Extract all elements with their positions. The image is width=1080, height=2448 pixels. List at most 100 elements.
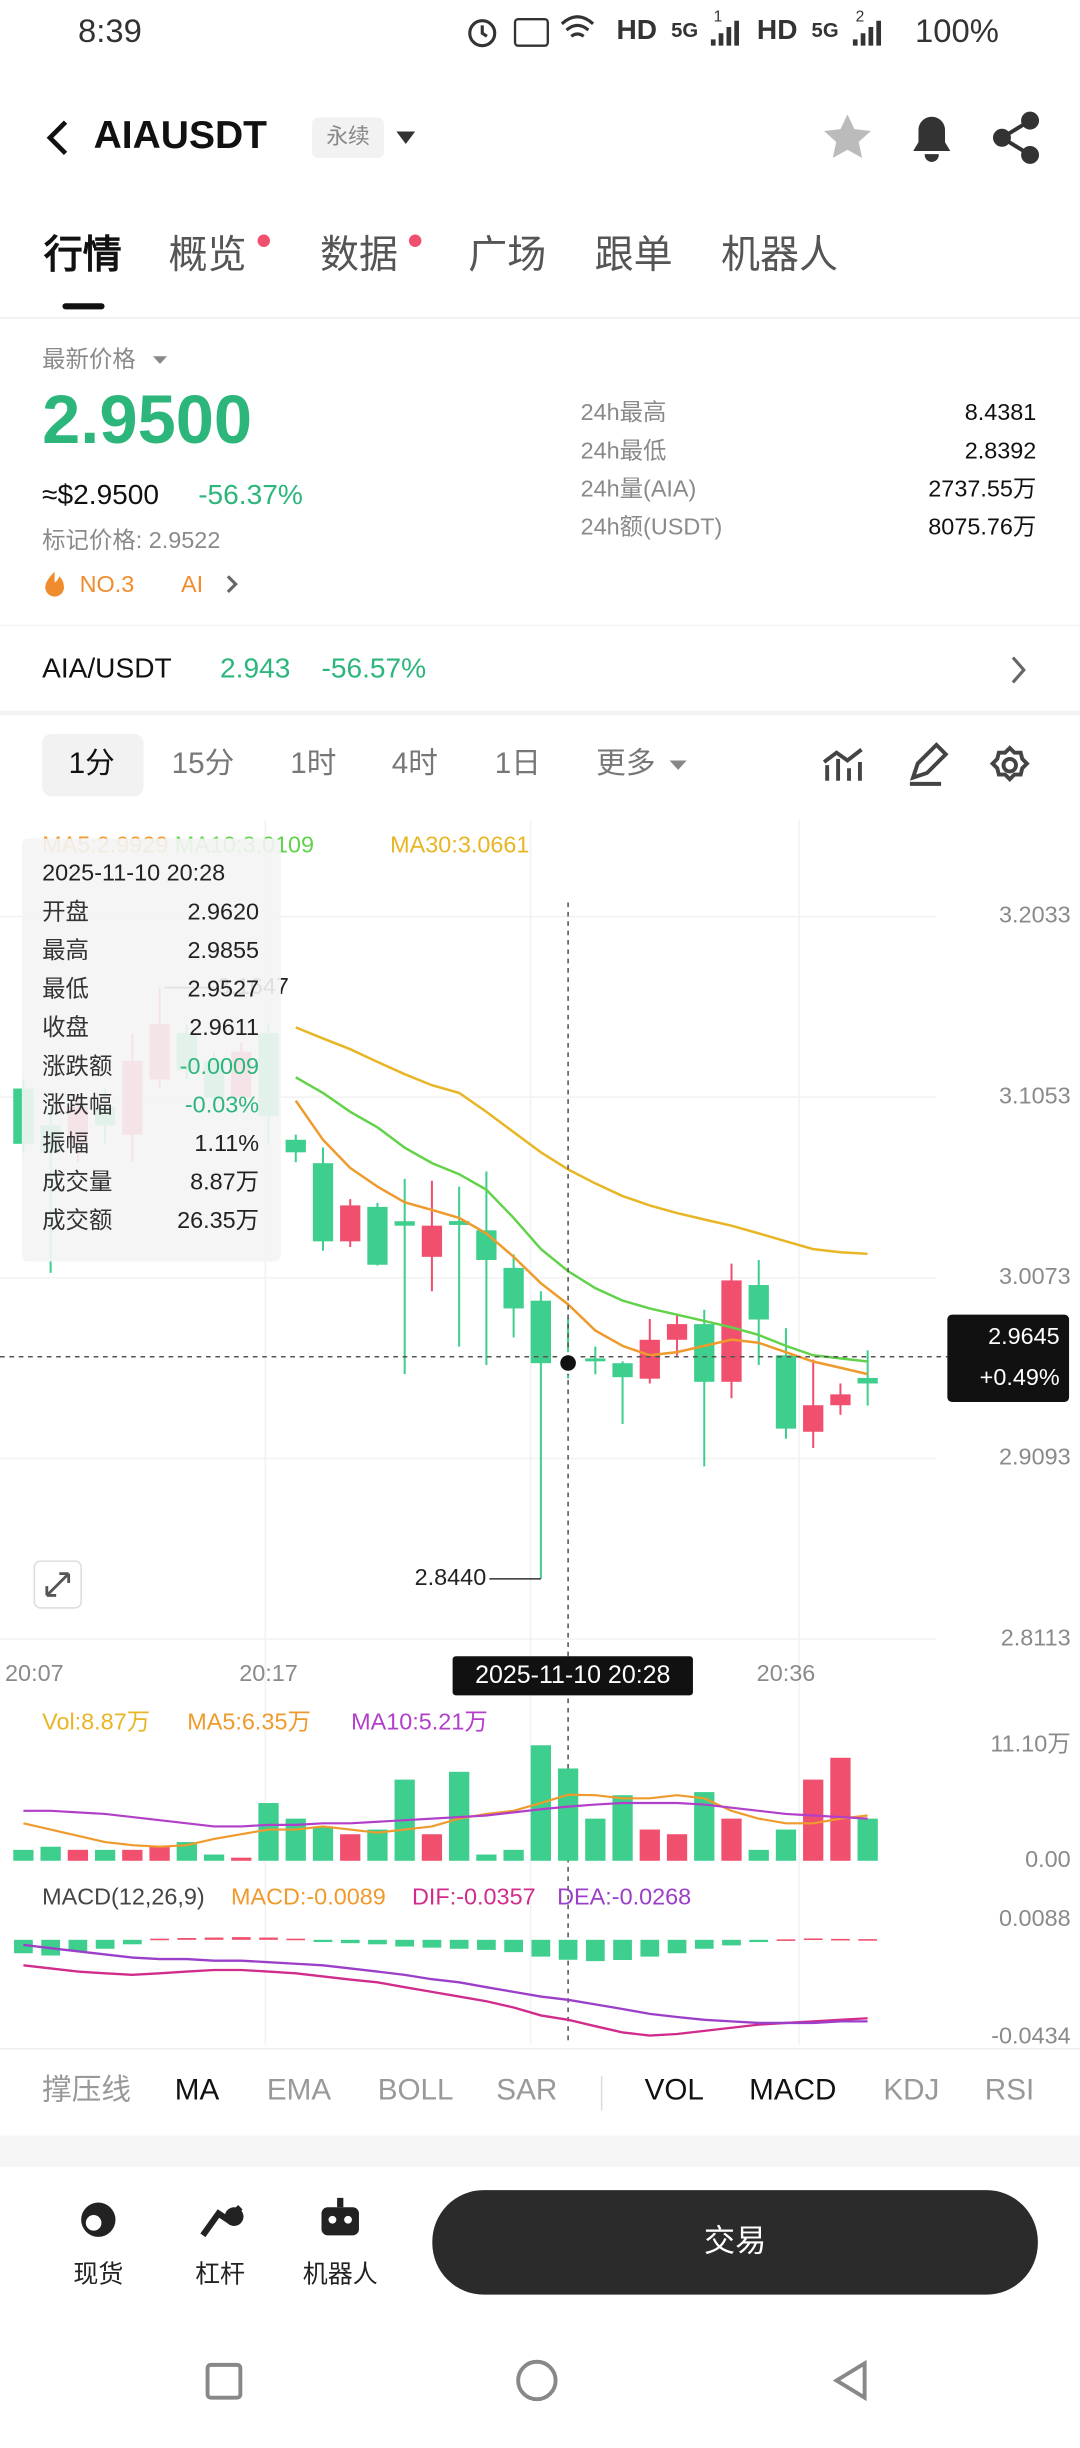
tooltip-date: 2025-11-10 20:28 (42, 860, 225, 886)
volume-bar (721, 1818, 742, 1861)
macd-bar (831, 1938, 850, 1941)
macd-bar (613, 1939, 632, 1960)
volume-bar (476, 1854, 497, 1861)
price-dropdown[interactable] (152, 356, 167, 365)
interval-tab[interactable]: 更多 (596, 747, 655, 780)
interval-tab[interactable]: 1日 (495, 747, 541, 780)
tooltip-value: 8.87万 (190, 1168, 259, 1194)
candle-body (857, 1377, 878, 1384)
volume-bar (748, 1849, 769, 1861)
tooltip-label: 最低 (42, 976, 89, 1002)
macd-bar (313, 1939, 333, 1943)
indicator-tab[interactable]: RSI (985, 2074, 1034, 2107)
crosshair-price: 2.9645 (988, 1323, 1060, 1349)
ma-line (295, 1026, 868, 1256)
macd-bar (231, 1937, 251, 1940)
alert-icon[interactable] (913, 116, 951, 162)
dropdown-arrow[interactable] (396, 131, 416, 144)
chart-tools[interactable] (822, 742, 1030, 786)
tooltip-value: -0.03% (185, 1091, 259, 1117)
candle-body (449, 1221, 470, 1225)
tab[interactable]: 跟单 (595, 234, 673, 277)
volume-bar (122, 1849, 143, 1861)
tab[interactable]: 行情 (44, 234, 122, 277)
indicator-tab[interactable]: VOL (645, 2074, 704, 2107)
tab[interactable]: 机器人 (721, 234, 838, 277)
interval-tab[interactable]: 15分 (172, 747, 235, 780)
price-label: 最新价格 (42, 346, 136, 372)
pair-chevron[interactable] (1011, 656, 1026, 684)
interval-tab[interactable]: 1分 (69, 747, 115, 780)
volume-bar (94, 1849, 116, 1861)
bottom-item[interactable]: 现货 (73, 2261, 123, 2289)
indicator-tab[interactable]: MA (175, 2074, 220, 2107)
candle-body (340, 1205, 361, 1242)
macd-bar (722, 1939, 741, 1946)
volume-bar (176, 1842, 197, 1861)
macd-bar (531, 1939, 551, 1957)
notification-dot (257, 234, 270, 248)
tooltip-value: 2.9611 (189, 1014, 259, 1040)
crosshair-change: +0.49% (980, 1364, 1060, 1390)
candle-body (503, 1267, 524, 1309)
macd-bar (667, 1939, 687, 1954)
macd-bar (585, 1939, 605, 1962)
tooltip-value: 2.9620 (187, 899, 259, 925)
volume-ma-line (23, 1801, 868, 1828)
candle-body (312, 1163, 334, 1242)
indicator-tab[interactable]: KDJ (883, 2074, 939, 2107)
tooltip-label: 成交量 (42, 1168, 112, 1194)
back-button[interactable] (46, 120, 68, 156)
price-axis-label: 3.2033 (999, 902, 1071, 928)
tooltip-value: -0.0009 (180, 1053, 259, 1079)
tab[interactable]: 广场 (468, 234, 546, 277)
nav-bar[interactable] (205, 2359, 867, 2402)
macd-bar (395, 1939, 415, 1947)
tooltip-value: 2.9527 (187, 976, 259, 1002)
dif-line (23, 1964, 868, 2037)
volume-bar (203, 1854, 225, 1861)
interval-tab[interactable]: 4时 (392, 747, 438, 780)
favorite-icon[interactable] (824, 114, 871, 159)
candle-body (694, 1324, 715, 1382)
volume-bar (666, 1834, 688, 1861)
trade-button[interactable] (432, 2190, 1038, 2295)
price-axis-label: 3.0073 (999, 1263, 1071, 1289)
indicator-tab[interactable]: MACD (749, 2074, 836, 2107)
pair-change: -56.57% (322, 652, 427, 683)
network-indicator: HD (757, 14, 798, 45)
network-indicator: HD (616, 14, 657, 45)
volume-bar (694, 1792, 715, 1861)
macd-bar (286, 1938, 306, 1941)
share-icon[interactable] (992, 111, 1040, 164)
bottom-item[interactable]: 杠杆 (195, 2261, 245, 2289)
interval-tab[interactable]: 1时 (290, 747, 336, 780)
more-arrow[interactable] (669, 760, 687, 770)
divider (0, 710, 1080, 716)
status-icons (468, 15, 882, 48)
indicator-tab[interactable]: SAR (496, 2074, 557, 2107)
usd-price: ≈$2.9500 (42, 479, 159, 510)
bottom-item[interactable]: 机器人 (303, 2261, 378, 2289)
volume-bar (340, 1834, 361, 1861)
volume-bar (149, 1846, 170, 1861)
crosshair-price-tag (947, 1314, 1070, 1403)
network-indicator: 5G (812, 20, 839, 42)
interval-selected-bg (42, 733, 144, 797)
chevron[interactable] (226, 575, 238, 594)
indicator-tab[interactable]: 撑压线 (42, 2074, 131, 2107)
crosshair-dot (557, 1352, 580, 1374)
tooltip-label: 涨跌额 (42, 1053, 112, 1079)
macd-bar (477, 1939, 496, 1950)
tab[interactable]: 数据 (320, 234, 398, 277)
time-axis-label: 20:07 (5, 1660, 64, 1686)
indicator-tab[interactable]: EMA (267, 2074, 331, 2107)
indicator-tab[interactable]: BOLL (378, 2074, 454, 2107)
candle-body (285, 1139, 306, 1153)
tooltip-label: 收盘 (42, 1014, 89, 1040)
clock: 8:39 (78, 12, 142, 49)
price-change: -56.37% (198, 479, 303, 510)
volume-legend: Vol:8.87万 (42, 1709, 150, 1735)
macd-bar (749, 1939, 769, 1943)
tab[interactable]: 概览 (169, 234, 247, 277)
